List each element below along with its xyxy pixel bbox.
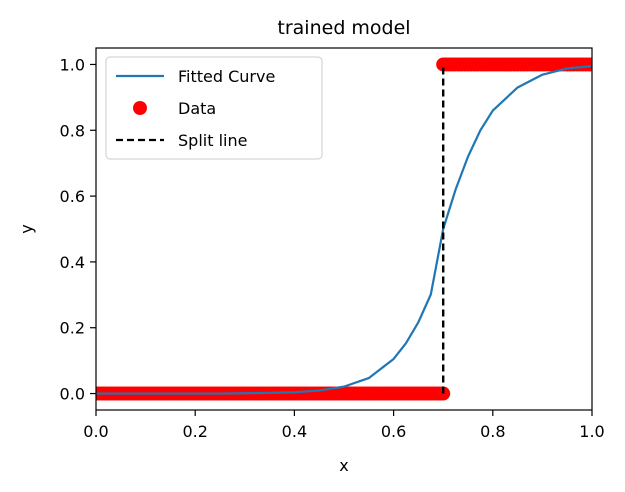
plot-frame [95,47,593,411]
x-tick-label: 0.0 [83,422,108,441]
x-tick-label: 1.0 [579,422,604,441]
y-tick-label: 0.4 [60,253,85,272]
y-tick-label: 1.0 [60,55,85,74]
y-tick-label: 0.6 [60,187,85,206]
fitted-curve-layer [96,64,592,395]
x-axis-ticks: 0.0 0.2 0.4 0.6 0.8 1.0 [83,410,605,441]
legend-data-swatch [133,101,147,115]
x-tick-label: 0.2 [182,422,207,441]
legend-fitted-curve-label: Fitted Curve [178,67,275,86]
fitted-curve-line [96,64,592,395]
data-points-layer [96,57,592,401]
x-tick-label: 0.4 [282,422,307,441]
chart-title: trained model [277,17,410,39]
y-axis-label: y [17,224,36,233]
y-tick-label: 0.8 [60,121,85,140]
x-tick-label: 0.8 [480,422,505,441]
legend: Fitted Curve Data Split line [105,56,323,160]
plot-area [96,57,592,401]
legend-split-line-label: Split line [178,131,247,150]
x-axis-label: x [339,456,348,475]
x-tick-label: 0.6 [381,422,406,441]
data-point [585,57,592,72]
legend-data-label: Data [178,99,216,118]
legend-box [105,56,323,160]
y-axis-ticks: 0.0 0.2 0.4 0.6 0.8 1.0 [60,55,96,404]
y-tick-label: 0.2 [60,319,85,338]
y-tick-label: 0.0 [60,385,85,404]
